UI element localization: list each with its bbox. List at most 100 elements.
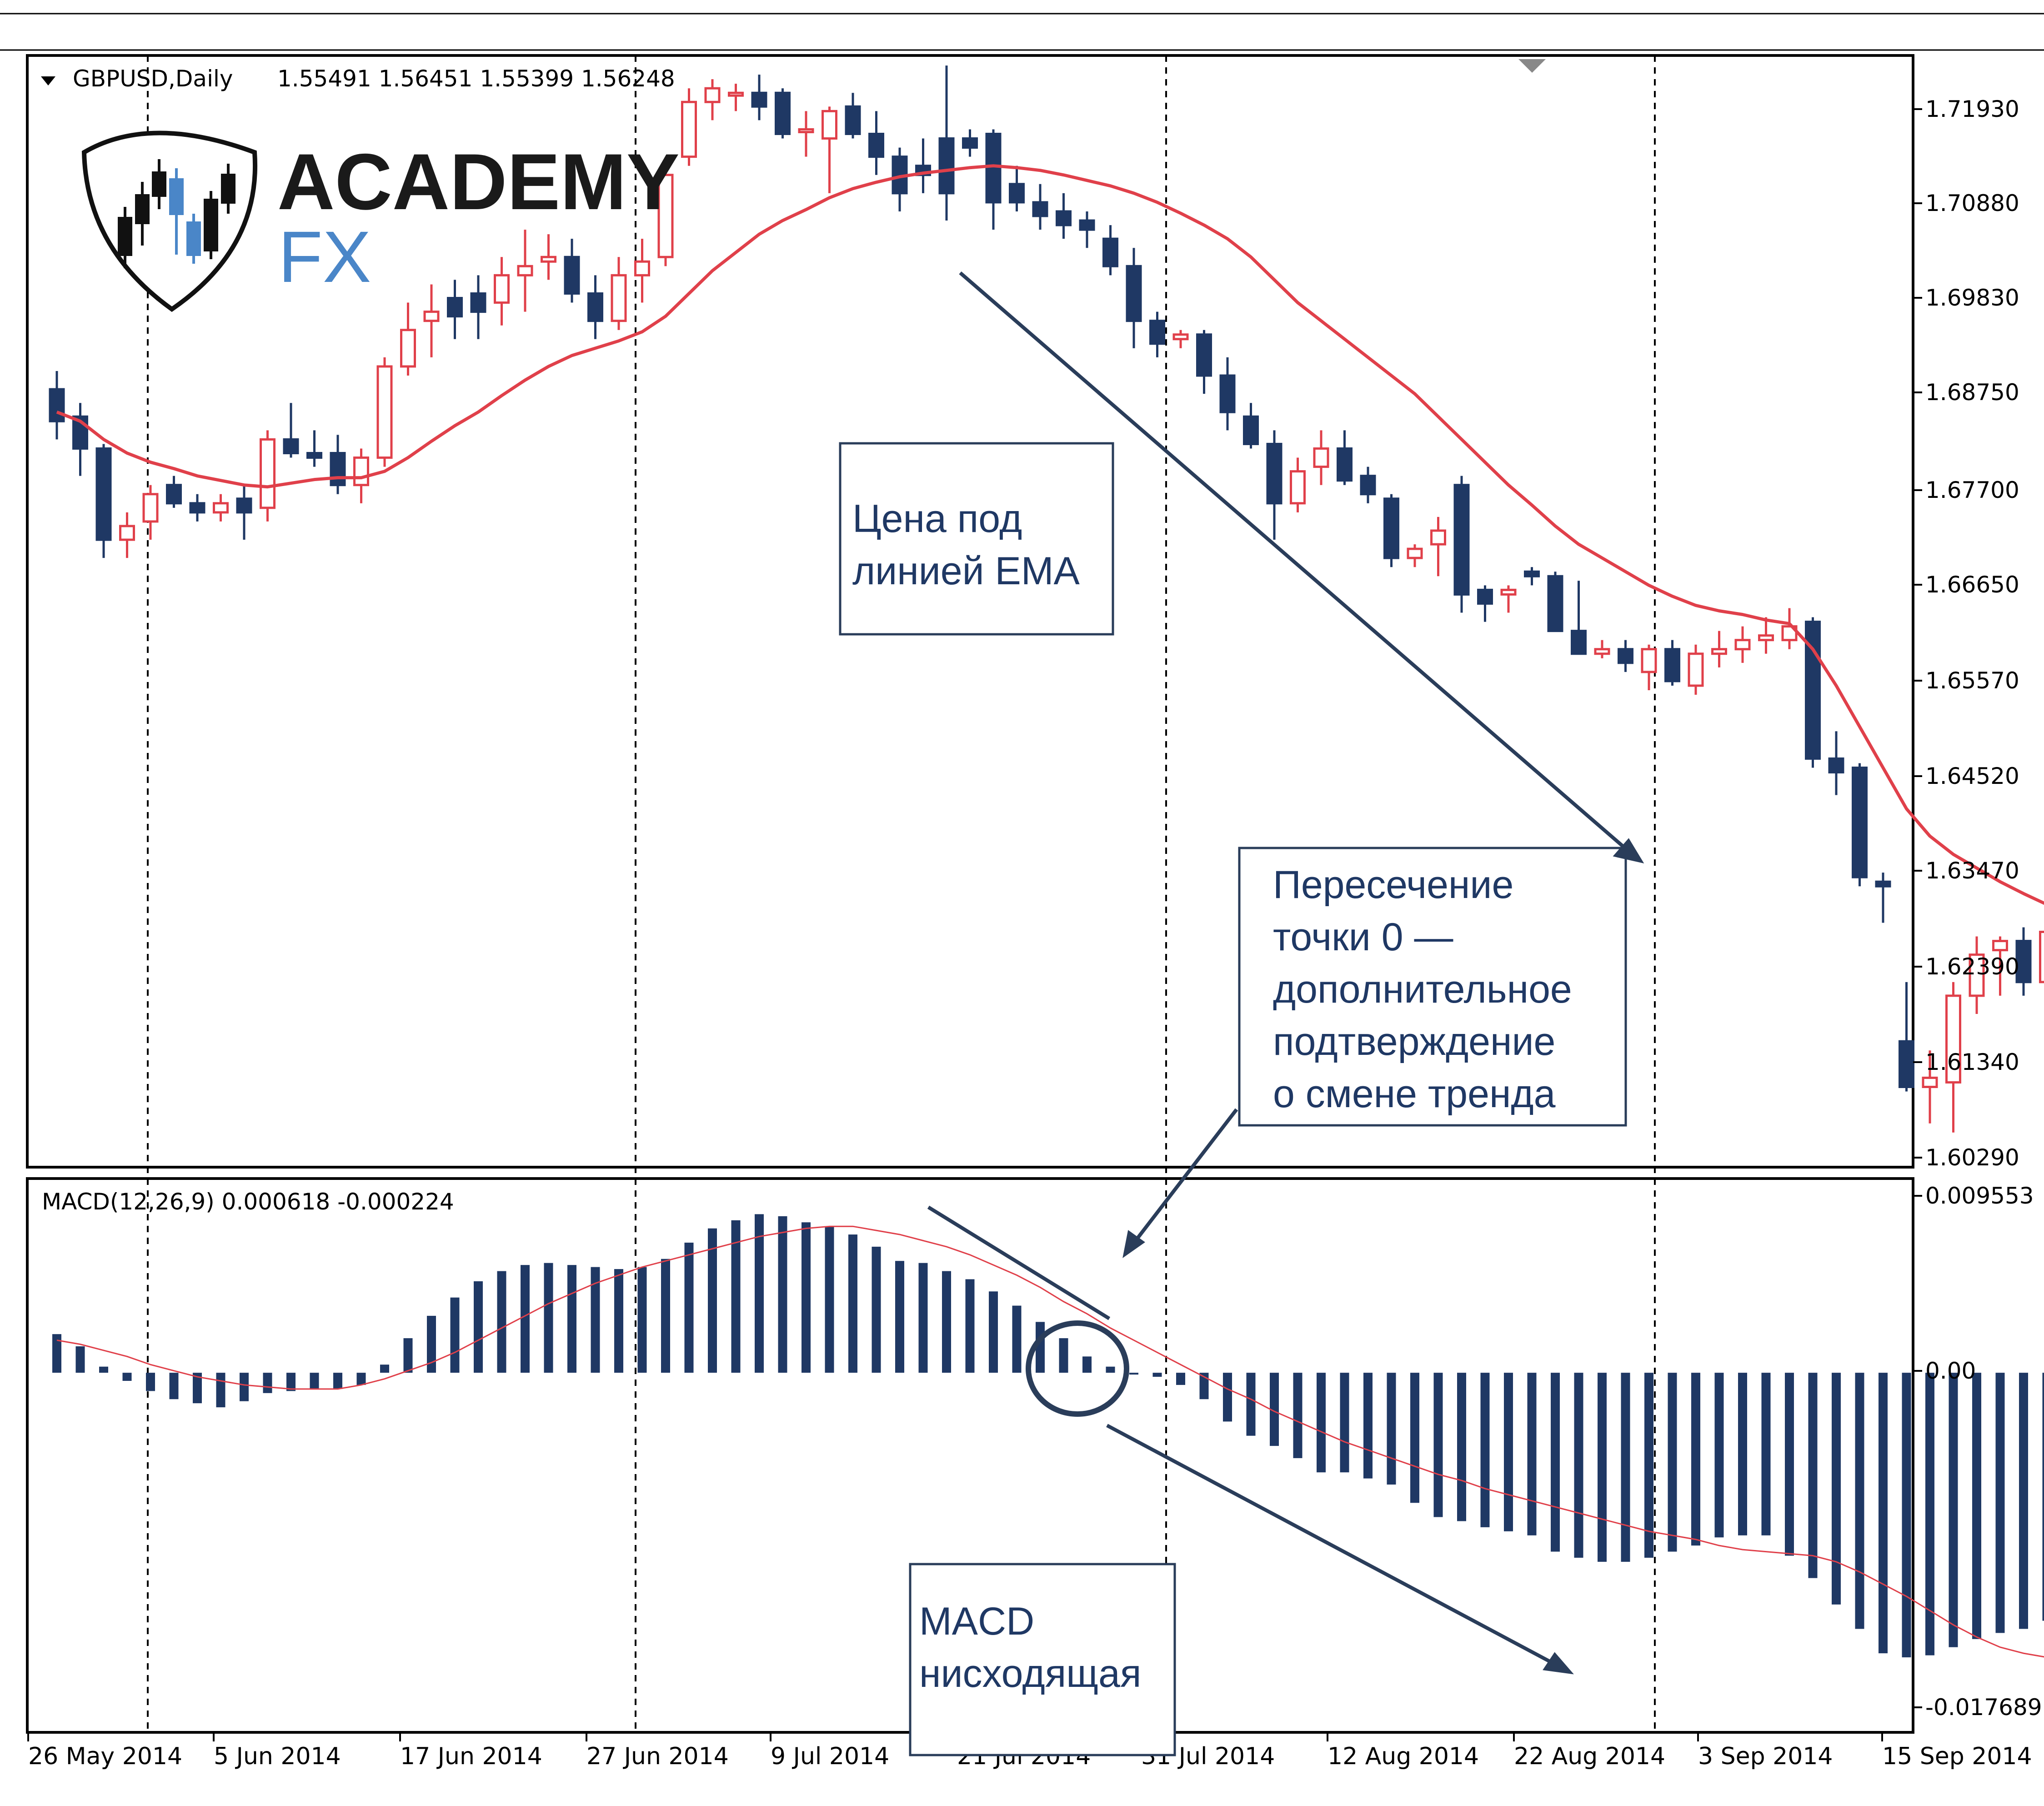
candle [189, 494, 205, 522]
macd-axis-label: -0.017689 [1925, 1694, 2042, 1721]
candle [1524, 567, 1540, 586]
candle [1360, 467, 1376, 503]
annotation-line: Цена под [852, 497, 1022, 541]
price-axis-label: 1.64520 [1925, 763, 2019, 789]
axes: 1.71930 1.70880 1.69830 1.68750 1.67700 1.666… [27, 96, 2042, 1770]
candle-body [423, 311, 440, 322]
candle [657, 170, 674, 266]
candle [775, 88, 791, 139]
candle [564, 239, 580, 303]
candle-body [1126, 265, 1142, 322]
candle [1430, 517, 1446, 577]
candle-body [236, 497, 252, 514]
candle [587, 275, 603, 339]
macd-bar [146, 1373, 155, 1391]
macd-bar [333, 1373, 342, 1389]
macd-bar [918, 1263, 928, 1373]
candle [1453, 476, 1470, 613]
macd-bar [75, 1346, 85, 1373]
candle-body [1852, 766, 1868, 878]
candle [938, 65, 955, 221]
macd-bar [1504, 1373, 1513, 1531]
candle [142, 485, 159, 540]
candle-body [1477, 588, 1493, 605]
candle-body [1641, 648, 1657, 673]
macd-axis-label: 0.00 [1925, 1358, 1976, 1384]
candle [1922, 1050, 1938, 1124]
annotation-line: MACD [919, 1600, 1034, 1643]
macd-bar [1246, 1373, 1256, 1436]
candle [119, 512, 135, 558]
macd-bar [825, 1226, 834, 1373]
macd-bar [356, 1373, 366, 1385]
candle-body [2015, 940, 2032, 983]
candle-body [283, 438, 299, 455]
macd-bar [380, 1365, 389, 1373]
candle-body [1664, 648, 1680, 682]
candle-body [1992, 940, 2008, 952]
macd-bar [965, 1279, 975, 1373]
price-trend-arrow [959, 271, 1629, 852]
candle-body [1500, 588, 1517, 596]
candle-body [1149, 320, 1165, 345]
macd-bar [778, 1216, 787, 1373]
candle-body [1524, 570, 1540, 577]
macd-bar [942, 1271, 951, 1373]
candle [470, 275, 486, 339]
macd-bar [1832, 1373, 1841, 1605]
shield-icon [81, 130, 257, 312]
macd-bar [1855, 1373, 1864, 1629]
candle [1032, 184, 1048, 230]
macd-bar [1598, 1373, 1607, 1562]
candle-body [494, 274, 510, 304]
candle-body [985, 132, 1002, 204]
candle [681, 88, 697, 166]
candle-body [376, 365, 393, 459]
candle [95, 444, 112, 558]
candle-body [1196, 333, 1212, 377]
price-axis-label: 1.63470 [1925, 858, 2019, 884]
macd-bar [1270, 1373, 1279, 1446]
candle [1547, 572, 1563, 632]
candle [213, 494, 229, 522]
macd-bar [1012, 1305, 1022, 1373]
candle-body [213, 502, 229, 514]
macd-bar [1714, 1373, 1724, 1538]
candle [1688, 644, 1704, 695]
candle [798, 111, 814, 157]
triangle-down-icon[interactable] [41, 76, 55, 85]
candle-body [751, 91, 767, 108]
candle [517, 230, 533, 312]
macd-trend-arrow [1106, 1424, 1556, 1666]
candle [1266, 430, 1283, 540]
candle-body [611, 274, 627, 322]
macd-bar [1433, 1373, 1443, 1517]
candle [166, 476, 182, 508]
candle [306, 430, 322, 467]
candle-body [822, 110, 837, 140]
macd-bar [1972, 1373, 1981, 1639]
macd-bar [1621, 1373, 1630, 1562]
candle-body [1290, 470, 1306, 505]
annotation-line: нисходящая [919, 1652, 1141, 1696]
macd-axis-label: 0.009553 [1925, 1183, 2034, 1209]
candle [49, 371, 65, 440]
candle [845, 93, 861, 139]
date-axis-label: 27 Jun 2014 [586, 1743, 729, 1770]
chart-shift-marker-icon [1518, 59, 1546, 73]
candle-body [1243, 415, 1259, 445]
macd-bar [450, 1297, 460, 1373]
candle [1571, 581, 1587, 655]
macd-bar [216, 1373, 225, 1408]
candle-body [634, 260, 650, 276]
candle [1805, 617, 1821, 768]
price-axis-label: 1.68750 [1925, 379, 2019, 406]
arrow-head-icon [1122, 1230, 1145, 1258]
candle [1500, 585, 1517, 613]
candle-body [260, 438, 276, 509]
macd-bar [122, 1373, 132, 1381]
candle-body [1969, 953, 1985, 997]
annotation-line: точки 0 — [1273, 915, 1453, 959]
candle-body [681, 100, 697, 158]
annotation-line: дополнительное [1273, 968, 1572, 1011]
